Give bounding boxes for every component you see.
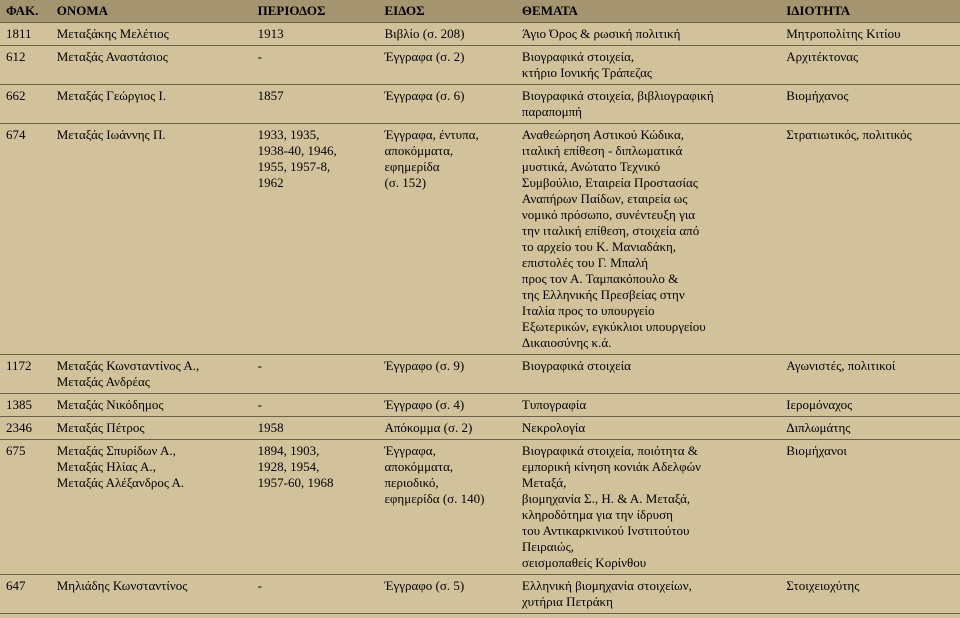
cell-them: Ελληνική βιομηχανία στοιχείων,χυτήρια Πε… — [516, 575, 780, 614]
cell-name: Μεταξάς Ιωάννης Π. — [51, 124, 252, 355]
cell-fak: 1172 — [0, 355, 51, 394]
cell-idio: Αρχιτέκτονας — [780, 46, 960, 85]
cell-name: Μηλιάδης Κωνσταντίνος — [51, 575, 252, 614]
cell-per: - — [252, 355, 379, 394]
table-row: 2346Μεταξάς Πέτρος1958Απόκομμα (σ. 2)Νεκ… — [0, 417, 960, 440]
cell-idio: Στοιχειοχύτης — [780, 575, 960, 614]
cell-eidos: Έγγραφα, έντυπα,αποκόμματα,εφημερίδα(σ. … — [378, 124, 515, 355]
cell-eidos: Έγγραφα,αποκόμματα,περιοδικό,εφημερίδα (… — [378, 440, 515, 575]
col-header-them: ΘΕΜΑΤΑ — [516, 0, 780, 23]
table-row: 647Μηλιάδης Κωνσταντίνος-Έγγραφο (σ. 5)Ε… — [0, 575, 960, 614]
col-header-name: ΟΝΟΜΑ — [51, 0, 252, 23]
cell-fak: 674 — [0, 124, 51, 355]
table-row: 1811Μεταξάκης Μελέτιος1913Βιβλίο (σ. 208… — [0, 23, 960, 46]
table-row: 612Μεταξάς Αναστάσιος-Έγγραφα (σ. 2)Βιογ… — [0, 46, 960, 85]
cell-idio: Μητροπολίτης Κιτίου — [780, 23, 960, 46]
cell-them: Βιογραφικά στοιχεία, βιβλιογραφικήπαραπο… — [516, 85, 780, 124]
cell-fak: 647 — [0, 575, 51, 614]
cell-per: - — [252, 46, 379, 85]
table-header-row: ΦΑΚ. ΟΝΟΜΑ ΠΕΡΙΟΔΟΣ ΕΙΔΟΣ ΘΕΜΑΤΑ ΙΔΙΟΤΗΤ… — [0, 0, 960, 23]
cell-fak: 612 — [0, 46, 51, 85]
cell-name: Μεταξάς Αναστάσιος — [51, 46, 252, 85]
cell-per: - — [252, 575, 379, 614]
cell-name: Μεταξάκης Μελέτιος — [51, 23, 252, 46]
cell-eidos: Έγγραφα (σ. 2) — [378, 46, 515, 85]
cell-them: Βιογραφικά στοιχεία,κτήριο Ιονικής Τράπε… — [516, 46, 780, 85]
cell-per: 1913 — [252, 23, 379, 46]
cell-name: Μεταξάς Γεώργιος Ι. — [51, 85, 252, 124]
cell-fak: 662 — [0, 85, 51, 124]
cell-idio: Αγωνιστές, πολιτικοί — [780, 355, 960, 394]
cell-idio: Στρατιωτικός, πολιτικός — [780, 124, 960, 355]
cell-fak: 2346 — [0, 417, 51, 440]
cell-eidos: Έγγραφο (σ. 5) — [378, 575, 515, 614]
cell-idio: Ιερομόναχος — [780, 394, 960, 417]
cell-per: 1857 — [252, 85, 379, 124]
cell-them: Άγιο Όρος & ρωσική πολιτική — [516, 23, 780, 46]
cell-eidos: Βιβλίο (σ. 208) — [378, 23, 515, 46]
cell-idio: Διπλωμάτης — [780, 417, 960, 440]
cell-them: Τυπογραφία — [516, 394, 780, 417]
cell-per: 1894, 1903,1928, 1954,1957-60, 1968 — [252, 440, 379, 575]
archive-table: ΦΑΚ. ΟΝΟΜΑ ΠΕΡΙΟΔΟΣ ΕΙΔΟΣ ΘΕΜΑΤΑ ΙΔΙΟΤΗΤ… — [0, 0, 960, 614]
cell-name: Μεταξάς Πέτρος — [51, 417, 252, 440]
table-row: 674Μεταξάς Ιωάννης Π.1933, 1935,1938-40,… — [0, 124, 960, 355]
cell-eidos: Έγγραφο (σ. 9) — [378, 355, 515, 394]
cell-them: Βιογραφικά στοιχεία, ποιότητα &εμπορική … — [516, 440, 780, 575]
cell-per: 1933, 1935,1938-40, 1946,1955, 1957-8,19… — [252, 124, 379, 355]
table-body: 1811Μεταξάκης Μελέτιος1913Βιβλίο (σ. 208… — [0, 23, 960, 614]
cell-them: Βιογραφικά στοιχεία — [516, 355, 780, 394]
cell-per: - — [252, 394, 379, 417]
cell-them: Νεκρολογία — [516, 417, 780, 440]
cell-fak: 1385 — [0, 394, 51, 417]
col-header-per: ΠΕΡΙΟΔΟΣ — [252, 0, 379, 23]
table-row: 675Μεταξάς Σπυρίδων Α.,Μεταξάς Ηλίας Α.,… — [0, 440, 960, 575]
table-row: 1172Μεταξάς Κωνσταντίνος Α.,Μεταξάς Ανδρ… — [0, 355, 960, 394]
col-header-fak: ΦΑΚ. — [0, 0, 51, 23]
cell-name: Μεταξάς Σπυρίδων Α.,Μεταξάς Ηλίας Α.,Μετ… — [51, 440, 252, 575]
cell-fak: 675 — [0, 440, 51, 575]
table-row: 662Μεταξάς Γεώργιος Ι.1857Έγγραφα (σ. 6)… — [0, 85, 960, 124]
cell-fak: 1811 — [0, 23, 51, 46]
cell-name: Μεταξάς Κωνσταντίνος Α.,Μεταξάς Ανδρέας — [51, 355, 252, 394]
cell-eidos: Έγγραφο (σ. 4) — [378, 394, 515, 417]
cell-eidos: Απόκομμα (σ. 2) — [378, 417, 515, 440]
col-header-eidos: ΕΙΔΟΣ — [378, 0, 515, 23]
cell-per: 1958 — [252, 417, 379, 440]
cell-idio: Βιομήχανος — [780, 85, 960, 124]
table-row: 1385Μεταξάς Νικόδημος-Έγγραφο (σ. 4)Τυπο… — [0, 394, 960, 417]
cell-them: Αναθεώρηση Αστικού Κώδικα,ιταλική επίθεσ… — [516, 124, 780, 355]
cell-eidos: Έγγραφα (σ. 6) — [378, 85, 515, 124]
col-header-idio: ΙΔΙΟΤΗΤΑ — [780, 0, 960, 23]
cell-name: Μεταξάς Νικόδημος — [51, 394, 252, 417]
cell-idio: Βιομήχανοι — [780, 440, 960, 575]
